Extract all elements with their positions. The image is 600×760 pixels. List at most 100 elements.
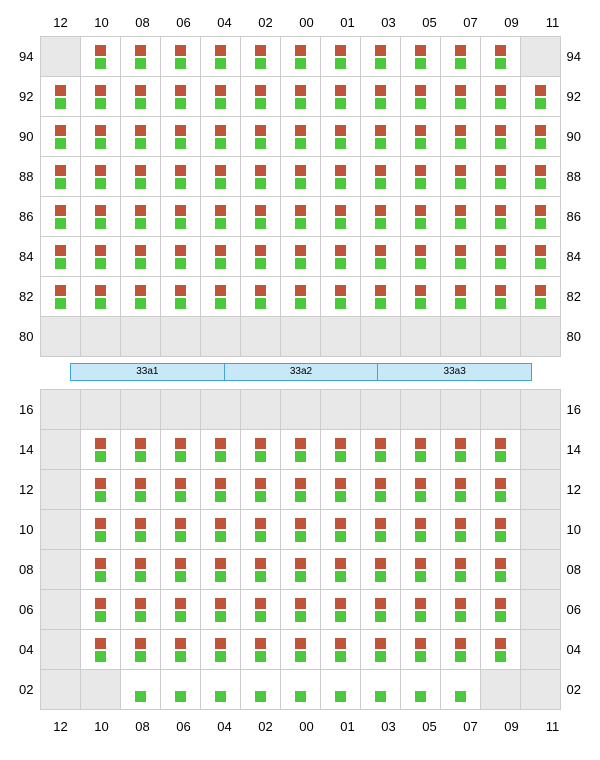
cell-empty [41, 37, 81, 77]
cell-full [201, 510, 241, 550]
status-red [415, 45, 426, 56]
status-green [215, 298, 226, 309]
status-green [415, 178, 426, 189]
cell-empty [521, 317, 561, 357]
status-green [95, 531, 106, 542]
status-red [55, 205, 66, 216]
status-green [375, 651, 386, 662]
col-header: 03 [368, 719, 409, 734]
status-green [455, 571, 466, 582]
cell-empty [481, 317, 521, 357]
cell-full [201, 550, 241, 590]
rack-diagram: 12100806040200010305070911 9492908886848… [0, 0, 600, 742]
status-red [495, 438, 506, 449]
status-green [415, 531, 426, 542]
status-red [415, 518, 426, 529]
cell-full [481, 157, 521, 197]
status-green [495, 298, 506, 309]
status-red [135, 165, 146, 176]
status-green [55, 258, 66, 269]
status-red [495, 638, 506, 649]
cell-full [81, 550, 121, 590]
status-red [335, 438, 346, 449]
cell-full [481, 550, 521, 590]
status-green [215, 491, 226, 502]
cell-full [121, 470, 161, 510]
status-green [215, 218, 226, 229]
status-red [535, 285, 546, 296]
cell-full [121, 550, 161, 590]
cell-full [41, 277, 81, 317]
col-header: 03 [368, 15, 409, 30]
cell-full [121, 237, 161, 277]
status-red [295, 638, 306, 649]
status-red [95, 438, 106, 449]
status-green [55, 178, 66, 189]
status-green [375, 258, 386, 269]
cell-full [361, 277, 401, 317]
status-green [135, 98, 146, 109]
status-green [375, 531, 386, 542]
status-green [95, 138, 106, 149]
cell-empty [441, 317, 481, 357]
status-red [255, 598, 266, 609]
status-red [255, 558, 266, 569]
status-green [95, 571, 106, 582]
status-red [255, 285, 266, 296]
status-red [495, 558, 506, 569]
status-green [495, 611, 506, 622]
cell-full [481, 430, 521, 470]
status-green [295, 298, 306, 309]
status-red [135, 438, 146, 449]
cell-empty [321, 390, 361, 430]
status-green [535, 98, 546, 109]
cell-full [361, 157, 401, 197]
bottom-grid [40, 389, 561, 710]
status-red [295, 165, 306, 176]
cell-full [441, 77, 481, 117]
status-green [495, 651, 506, 662]
cell-full [161, 430, 201, 470]
cell-full [241, 237, 281, 277]
cell-full [521, 77, 561, 117]
status-red [455, 205, 466, 216]
cell-empty [121, 317, 161, 357]
cell-full [281, 77, 321, 117]
row-header: 88 [8, 156, 40, 196]
status-green [215, 58, 226, 69]
row-header: 04 [8, 629, 40, 669]
status-red [535, 245, 546, 256]
cell-full [401, 277, 441, 317]
cell-full [241, 37, 281, 77]
status-green [495, 258, 506, 269]
col-header: 02 [245, 15, 286, 30]
col-header: 07 [450, 719, 491, 734]
status-red [375, 85, 386, 96]
cell-full [161, 237, 201, 277]
cell-full [321, 470, 361, 510]
status-green [495, 178, 506, 189]
status-green [495, 571, 506, 582]
cell-full [201, 430, 241, 470]
status-red [535, 85, 546, 96]
status-green [535, 138, 546, 149]
status-green [415, 451, 426, 462]
row-header: 14 [8, 429, 40, 469]
status-red [135, 45, 146, 56]
cell-full [281, 117, 321, 157]
status-red [495, 478, 506, 489]
cell-full [441, 197, 481, 237]
status-green [255, 178, 266, 189]
row-header: 04 [561, 629, 593, 669]
cell-empty [281, 390, 321, 430]
status-red [95, 205, 106, 216]
status-green [335, 58, 346, 69]
status-green [255, 571, 266, 582]
row-header: 16 [561, 389, 593, 429]
col-headers-top: 12100806040200010305070911 [8, 8, 592, 36]
cell-full [361, 550, 401, 590]
status-green [95, 451, 106, 462]
status-red [335, 85, 346, 96]
cell-full [201, 630, 241, 670]
status-green [415, 138, 426, 149]
